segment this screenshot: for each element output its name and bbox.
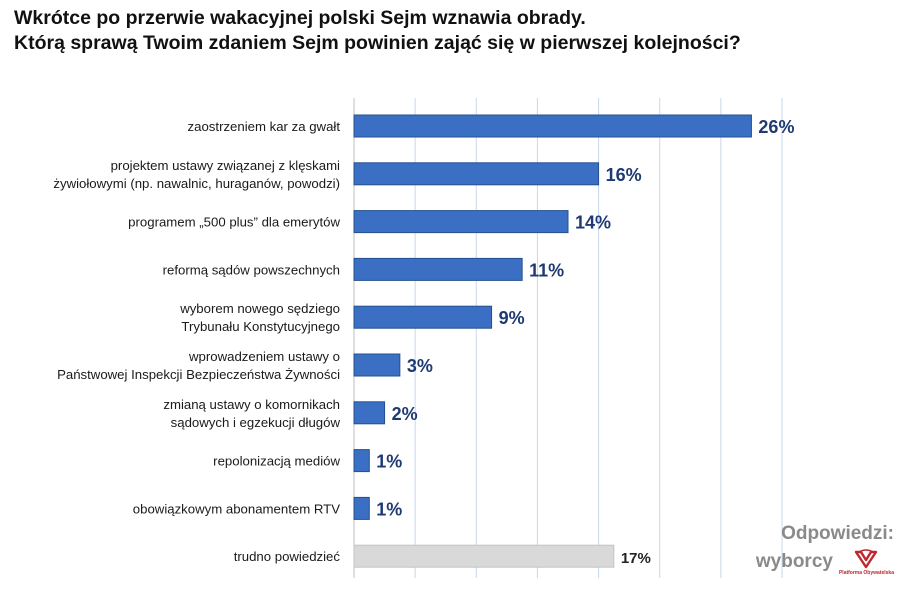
bar (353, 496, 370, 520)
respondents-note: Odpowiedzi: wyborcy Platforma Obywatelsk… (756, 520, 894, 576)
value-label: 1% (376, 499, 402, 519)
category-label: żywiołowymi (np. nawalnic, huraganów, po… (53, 176, 340, 191)
category-label: Państwowej Inspekcji Bezpieczeństwa Żywn… (57, 367, 340, 382)
value-label: 9% (499, 308, 525, 328)
title-line-2: Którą sprawą Twoim zdaniem Sejm powinien… (14, 32, 741, 54)
category-label: trudno powiedzieć (234, 549, 341, 564)
bar (353, 305, 493, 329)
category-label: projektem ustawy związanej z klęskami (111, 158, 340, 173)
bar (353, 114, 752, 138)
category-label: reformą sądów powszechnych (163, 262, 340, 277)
category-label: sądowych i egzekucji długów (171, 415, 341, 430)
bar (353, 449, 370, 473)
bar (353, 257, 523, 281)
title-line-1: Wkrótce po przerwie wakacyjnej polski Se… (14, 7, 586, 29)
value-label: 11% (529, 260, 564, 280)
category-label: wyborem nowego sędziego (179, 301, 340, 316)
value-label: 14% (575, 213, 611, 233)
platforma-logo-icon (855, 549, 878, 569)
value-label: 3% (407, 356, 433, 376)
category-label: wprowadzeniem ustawy o (188, 349, 340, 364)
bar (353, 162, 600, 186)
party-logo: Platforma Obywatelska (839, 548, 894, 576)
category-label: zaostrzeniem kar za gwałt (188, 119, 341, 134)
bar (353, 353, 401, 377)
value-label: 17% (621, 550, 651, 567)
category-label: Trybunału Konstytucyjnego (181, 319, 340, 334)
value-label: 1% (376, 452, 402, 472)
value-label: 16% (606, 165, 642, 185)
category-label: programem „500 plus” dla emerytów (128, 215, 340, 230)
category-label: obowiązkowym abonamentem RTV (133, 501, 340, 516)
bar (353, 401, 386, 425)
value-label: 2% (392, 404, 418, 424)
respondents-group: wyborcy (755, 551, 833, 572)
bar (353, 544, 615, 568)
value-label: 26% (758, 117, 794, 137)
bar (353, 210, 569, 234)
category-label: repolonizacją mediów (213, 454, 340, 469)
logo-text: Platforma Obywatelska (838, 570, 894, 576)
category-label: zmianą ustawy o komornikach (163, 397, 340, 412)
chart-title: Wkrótce po przerwie wakacyjnej polski Se… (14, 6, 894, 56)
respondents-label: Odpowiedzi: (781, 523, 894, 544)
